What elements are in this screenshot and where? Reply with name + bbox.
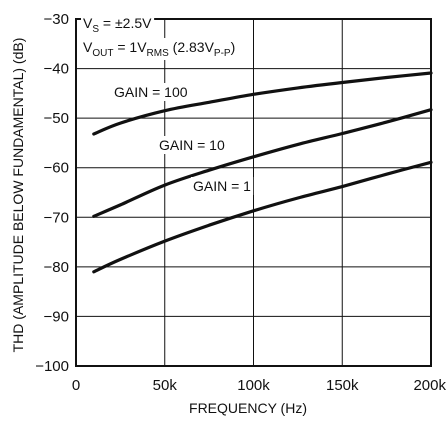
x-axis-label: FREQUENCY (Hz) — [189, 400, 307, 416]
label-background — [81, 14, 155, 36]
series-line-gain-1 — [92, 160, 433, 274]
condition-vout: VOUT = 1VRMS (2.83VP-P) — [83, 39, 235, 59]
series-label-gain-10: GAIN = 10 — [159, 137, 225, 153]
y-tick-label: −60 — [44, 160, 69, 177]
y-tick-label: −70 — [44, 209, 69, 226]
x-tick-label: 150k — [326, 377, 359, 394]
condition-vs: VS = ±2.5V — [83, 15, 152, 35]
series-line-gain-10 — [92, 108, 433, 218]
y-tick-label: −80 — [44, 259, 69, 276]
y-axis-label: THD (AMPLITUDE BELOW FUNDAMENTAL) (dB) — [10, 38, 26, 353]
series-label-gain-100: GAIN = 100 — [114, 84, 188, 100]
label-background — [112, 83, 190, 101]
plot-frame — [75, 18, 432, 367]
series-lines — [92, 71, 433, 274]
series-line-gain-100 — [92, 71, 433, 136]
y-tick-label: −50 — [44, 110, 69, 127]
y-tick-label: −100 — [35, 358, 69, 375]
y-tick-label: −30 — [44, 11, 69, 28]
grid — [76, 19, 431, 366]
series-label-gain-1: GAIN = 1 — [193, 178, 251, 194]
x-tick-label: 200k — [413, 377, 446, 394]
x-tick-label: 50k — [153, 377, 178, 394]
y-tick-label: −40 — [44, 61, 69, 78]
y-tick-label: −90 — [44, 308, 69, 325]
y-tick-labels: −30 −40 −50 −60 −70 −80 −90 −100 — [35, 11, 69, 375]
x-tick-label: 100k — [237, 377, 270, 394]
label-background — [157, 136, 227, 154]
x-tick-label: 0 — [72, 377, 80, 394]
label-background — [191, 177, 254, 195]
label-background — [81, 38, 238, 60]
x-tick-labels: 0 50k 100k 150k 200k — [72, 377, 447, 394]
